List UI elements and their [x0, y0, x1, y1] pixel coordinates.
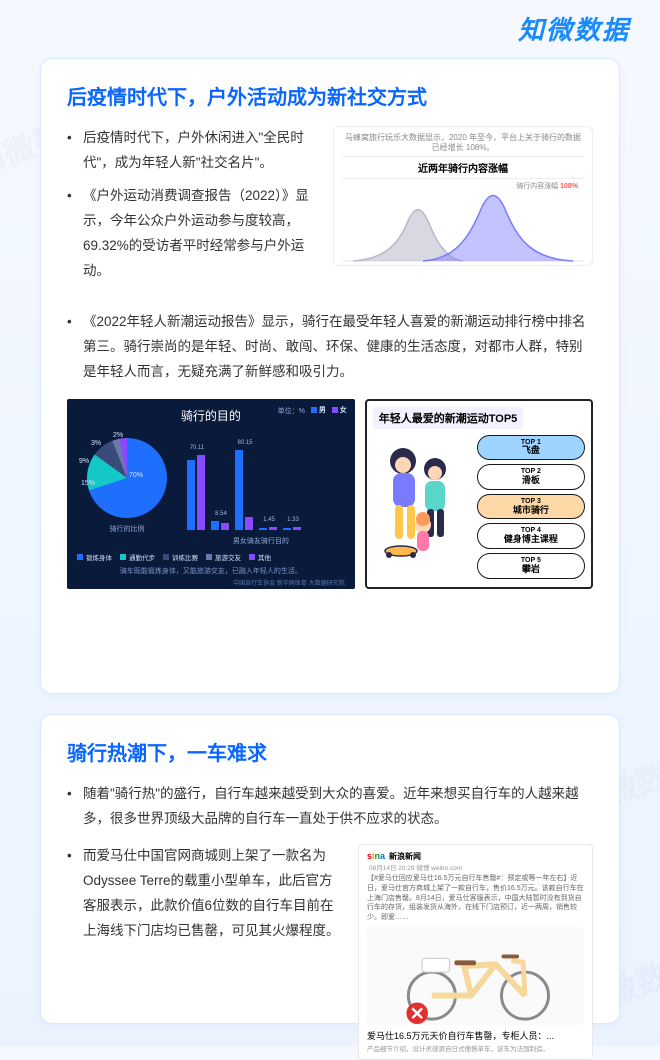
top5-item: TOP 5攀岩 [477, 553, 585, 579]
section-bike-shortage: 骑行热潮下，一车难求 随着"骑行热"的盛行，自行车越来越受到大众的喜爱。近年来想… [40, 714, 620, 1024]
mini-chart-title: 近两年骑行内容涨幅 [342, 156, 584, 179]
bullet-list-top: 后疫情时代下，户外休闲进入"全民时代"，成为年轻人新"社交名片"。 《户外运动消… [67, 126, 321, 292]
top5-illustration [373, 433, 473, 583]
mini-chart-plot [342, 191, 584, 269]
mini-chart-badge: 骑行内容涨幅 108% [342, 181, 584, 191]
legend-item: 其他 [249, 552, 271, 562]
product-caption: 爱马仕16.5万元天价自行车售罄，专柜人员：... [367, 1029, 584, 1042]
top5-item: TOP 4健身博主课程 [477, 523, 585, 549]
bullet-item: 随着"骑行热"的盛行，自行车越来越受到大众的喜爱。近年来想买自行车的人越来越多，… [67, 782, 593, 832]
section-outdoor-social: 后疫情时代下，户外活动成为新社交方式 后疫情时代下，户外休闲进入"全民时代"，成… [40, 58, 620, 694]
pie-chart: 70% 15% 9% 3% 2% 骑行的比例 [77, 430, 177, 540]
bar-chart: 70.11 8.54 80.15 1.45 1.33 [187, 430, 345, 530]
top5-title: 年轻人最爱的新潮运动TOP5 [373, 407, 524, 429]
product-source: 新浪新闻 [389, 851, 421, 862]
legend-item: 锻炼身体 [77, 552, 112, 562]
bar-pair: 1.45 [259, 527, 277, 530]
top5-item: TOP 1飞盘 [477, 435, 585, 461]
legend-item: 通勤代步 [120, 552, 155, 562]
section-title: 后疫情时代下，户外活动成为新社交方式 [67, 81, 593, 110]
product-meta: 08月14日 20:29 微博 weibo.com [369, 862, 584, 872]
bullet-list: 而爱马仕中国官网商城则上架了一款名为Odyssee Terre的载重小型单车，此… [67, 844, 344, 1060]
bars-legend: 单位：% 男 女 [274, 405, 347, 416]
top5-card: 年轻人最爱的新潮运动TOP5 [365, 399, 593, 589]
brand-logo: 知微数据 [518, 10, 630, 47]
bullet-item: 《户外运动消费调查报告（2022）》显示，今年公众户外运动参与度较高，69.32… [67, 184, 321, 284]
mini-area-chart: 马蜂窝旅行玩乐大数据显示，2020 年至今，平台上关于骑行的数据已经增长 108… [333, 126, 593, 266]
bullet-item: 《2022年轻人新潮运动报告》显示，骑行在最受年轻人喜爱的新潮运动排行榜中排名第… [67, 310, 593, 385]
legend-item: 训练比赛 [163, 552, 198, 562]
top5-list: TOP 1飞盘 TOP 2滑板 TOP 3城市骑行 TOP 4健身博主课程 TOP 5攀… [477, 433, 585, 583]
bar-pair: 70.11 [187, 455, 205, 530]
product-image [367, 927, 584, 1025]
product-sub: 产品细节介绍，设计灵感源自日式便携单车，该车为法国制造。 [367, 1043, 584, 1053]
mini-chart-caption: 马蜂窝旅行玩乐大数据显示，2020 年至今，平台上关于骑行的数据已经增长 108… [342, 133, 584, 154]
bullet-list-mid: 《2022年轻人新潮运动报告》显示，骑行在最受年轻人喜爱的新潮运动排行榜中排名第… [67, 310, 593, 385]
bar-pair: 1.33 [283, 527, 301, 529]
dark-chart-source: 中国自行车协会 新华网体育·大数据研究院 [77, 578, 345, 587]
bullet-item: 而爱马仕中国官网商城则上架了一款名为Odyssee Terre的载重小型单车，此… [67, 844, 344, 944]
bullet-item: 后疫情时代下，户外休闲进入"全民时代"，成为年轻人新"社交名片"。 [67, 126, 321, 176]
bar-pair: 80.15 [235, 450, 253, 530]
dark-combo-chart: 骑行的目的 单位：% 男 女 70% 15% 9% 3% 2% 骑行的比例 70… [67, 399, 355, 589]
dark-chart-legend: 锻炼身体通勤代步训练比赛旅游交友其他 [77, 552, 345, 562]
bar-pair: 8.54 [211, 521, 229, 530]
product-card: sina 新浪新闻 08月14日 20:29 微博 weibo.com 【#爱马… [358, 844, 593, 1060]
section-title: 骑行热潮下，一车难求 [67, 737, 593, 766]
legend-item: 旅游交友 [206, 552, 241, 562]
bullet-list: 随着"骑行热"的盛行，自行车越来越受到大众的喜爱。近年来想买自行车的人越来越多，… [67, 782, 593, 832]
product-headline: 【#爱马仕回应爱马仕16.5万元自行车售罄#：预定或等一年左右】近日，爱马仕官方… [367, 874, 584, 923]
top5-item: TOP 3城市骑行 [477, 494, 585, 520]
sina-logo: sina [367, 851, 385, 861]
top5-item: TOP 2滑板 [477, 464, 585, 490]
dark-chart-footnote: 骑车既能锻炼身体，又能旅游交友，已融入年轻人的生活。 [77, 566, 345, 576]
